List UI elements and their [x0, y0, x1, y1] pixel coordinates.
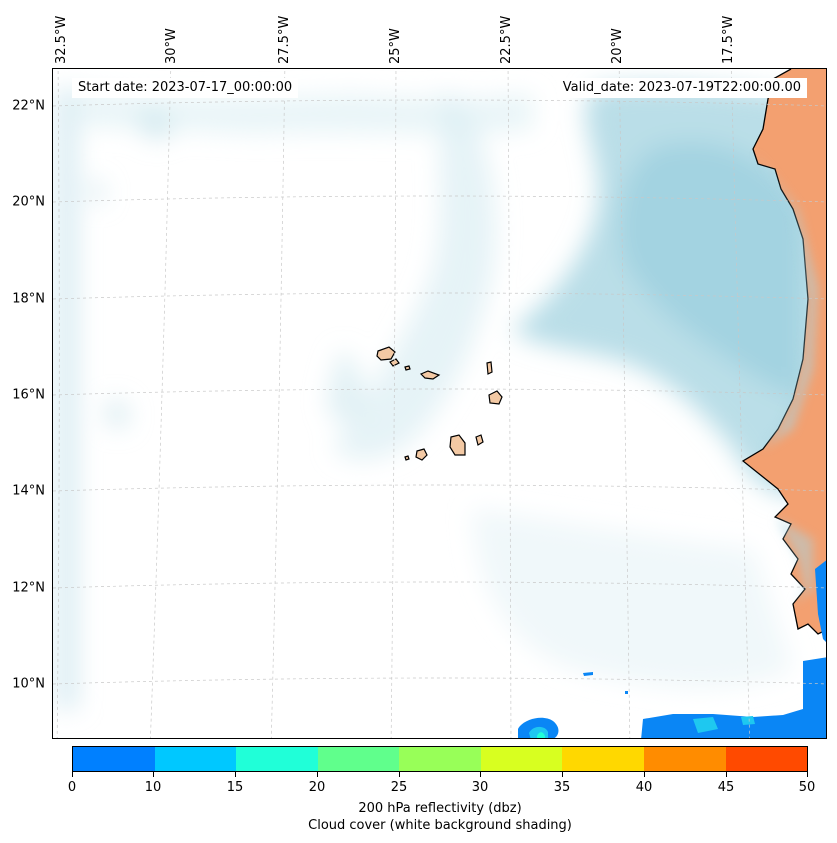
reflectivity-south-cell-peak: [537, 732, 545, 738]
africa-coast: [743, 69, 826, 634]
lon-label-25w: 25°W: [388, 28, 403, 64]
colorbar-tick-30: [480, 772, 481, 777]
island-brava: [404, 455, 410, 461]
reflectivity-se-light: [693, 716, 755, 733]
cloud-small-patches: [89, 109, 174, 429]
cape-verde-islands: [376, 346, 503, 461]
lon-label-32.5w: 32.5°W: [54, 15, 69, 64]
parallel-16n: [53, 388, 826, 396]
colorbar-tick-label-35: 35: [553, 780, 571, 795]
colorbar-segment-45-50: [725, 747, 808, 771]
valid-date-label: Valid_date: 2023-07-19T22:00:00.00: [556, 78, 807, 98]
lon-label-20w: 20°W: [610, 28, 625, 64]
cloud-band-west: [55, 89, 78, 709]
reflectivity-layer: [518, 560, 826, 738]
meridian-27.5w: [270, 69, 286, 738]
colorbar-tick-50: [807, 772, 808, 777]
island-santa-luzia: [404, 365, 411, 371]
colorbar-sublabel: Cloud cover (white background shading): [308, 818, 572, 833]
lat-label-12n: 12°N: [12, 580, 45, 596]
cloud-cover-layer: [55, 84, 823, 709]
cloud-plume-central: [333, 89, 496, 460]
parallel-12n: [53, 581, 826, 589]
cloud-mass-core: [619, 142, 803, 399]
colorbar-segment-30-35: [480, 747, 563, 771]
colorbar-tick-35: [562, 772, 563, 777]
lat-label-22n: 22°N: [12, 98, 45, 114]
colorbar-segment-35-40: [562, 747, 644, 771]
cloud-south: [473, 509, 793, 688]
colorbar-segment-15-20: [236, 747, 318, 771]
colorbar-tick-label-50: 50: [798, 780, 816, 795]
coastal-cloud-south: [775, 517, 813, 604]
island-sao-vicente: [389, 358, 400, 367]
colorbar: [72, 746, 808, 772]
colorbar-tick-20: [317, 772, 318, 777]
island-santiago: [449, 434, 466, 456]
parallel-22n: [53, 99, 826, 107]
island-sao-nicolau: [419, 370, 441, 380]
colorbar-tick-label-15: 15: [226, 780, 244, 795]
colorbar-tick-25: [399, 772, 400, 777]
parallel-18n: [53, 292, 826, 300]
cloud-band-north: [73, 89, 533, 134]
colorbar-segment-10-15: [154, 747, 237, 771]
colorbar-tick-label-45: 45: [717, 780, 735, 795]
meridian-20w: [618, 69, 631, 738]
colorbar-tick-label-40: 40: [635, 780, 653, 795]
map-frame[interactable]: [52, 68, 827, 739]
lon-label-22.5w: 22.5°W: [499, 15, 514, 64]
lat-label-16n: 16°N: [12, 387, 45, 403]
reflectivity-small-cell: [583, 672, 593, 676]
colorbar-segment-20-25: [317, 747, 400, 771]
reflectivity-se-band: [641, 657, 826, 738]
lat-label-10n: 10°N: [12, 676, 45, 692]
island-santo-antao: [376, 346, 396, 361]
colorbar-tick-label-25: 25: [390, 780, 408, 795]
colorbar-tick-label-20: 20: [308, 780, 326, 795]
island-fogo: [415, 448, 428, 461]
parallel-14n: [53, 484, 826, 492]
colorbar-tick-45: [726, 772, 727, 777]
meridian-32.5w: [56, 69, 60, 738]
colorbar-tick-label-10: 10: [144, 780, 162, 795]
colorbar-tick-10: [153, 772, 154, 777]
meridian-25w: [390, 69, 397, 738]
colorbar-tick-0: [72, 772, 73, 777]
parallel-20n: [53, 195, 826, 203]
reflectivity-east-edge: [815, 560, 826, 642]
lon-label-30w: 30°W: [164, 28, 179, 64]
colorbar-segment-25-30: [399, 747, 481, 771]
colorbar-segment-0-10: [73, 747, 155, 771]
cloud-streak-west: [327, 349, 366, 423]
start-date-label: Start date: 2023-07-17_00:00:00: [72, 78, 299, 98]
parallel-10n: [53, 677, 826, 685]
island-sal: [486, 361, 493, 375]
gridlines: [53, 69, 826, 738]
map-canvas[interactable]: [53, 69, 827, 739]
land-layer: [741, 69, 826, 635]
reflectivity-tiny-cell: [625, 691, 628, 694]
lon-label-27.5w: 27.5°W: [277, 15, 292, 64]
meridian-30w: [150, 69, 172, 738]
colorbar-tick-label-0: 0: [67, 780, 77, 795]
lat-label-18n: 18°N: [12, 291, 45, 307]
colorbar-segment-40-45: [643, 747, 726, 771]
lat-label-14n: 14°N: [12, 483, 45, 499]
lon-label-17.5w: 17.5°W: [721, 15, 736, 64]
island-boa-vista: [488, 390, 503, 405]
island-maio: [475, 434, 484, 446]
colorbar-tick-15: [235, 772, 236, 777]
meridian-17.5w: [730, 69, 751, 738]
coastal-cloud-overlay: [753, 149, 818, 449]
colorbar-tick-label-30: 30: [471, 780, 489, 795]
lat-label-20n: 20°N: [12, 194, 45, 210]
meridian-22.5w: [507, 69, 512, 738]
colorbar-tick-40: [644, 772, 645, 777]
colorbar-label: 200 hPa reflectivity (dbz): [358, 801, 522, 816]
